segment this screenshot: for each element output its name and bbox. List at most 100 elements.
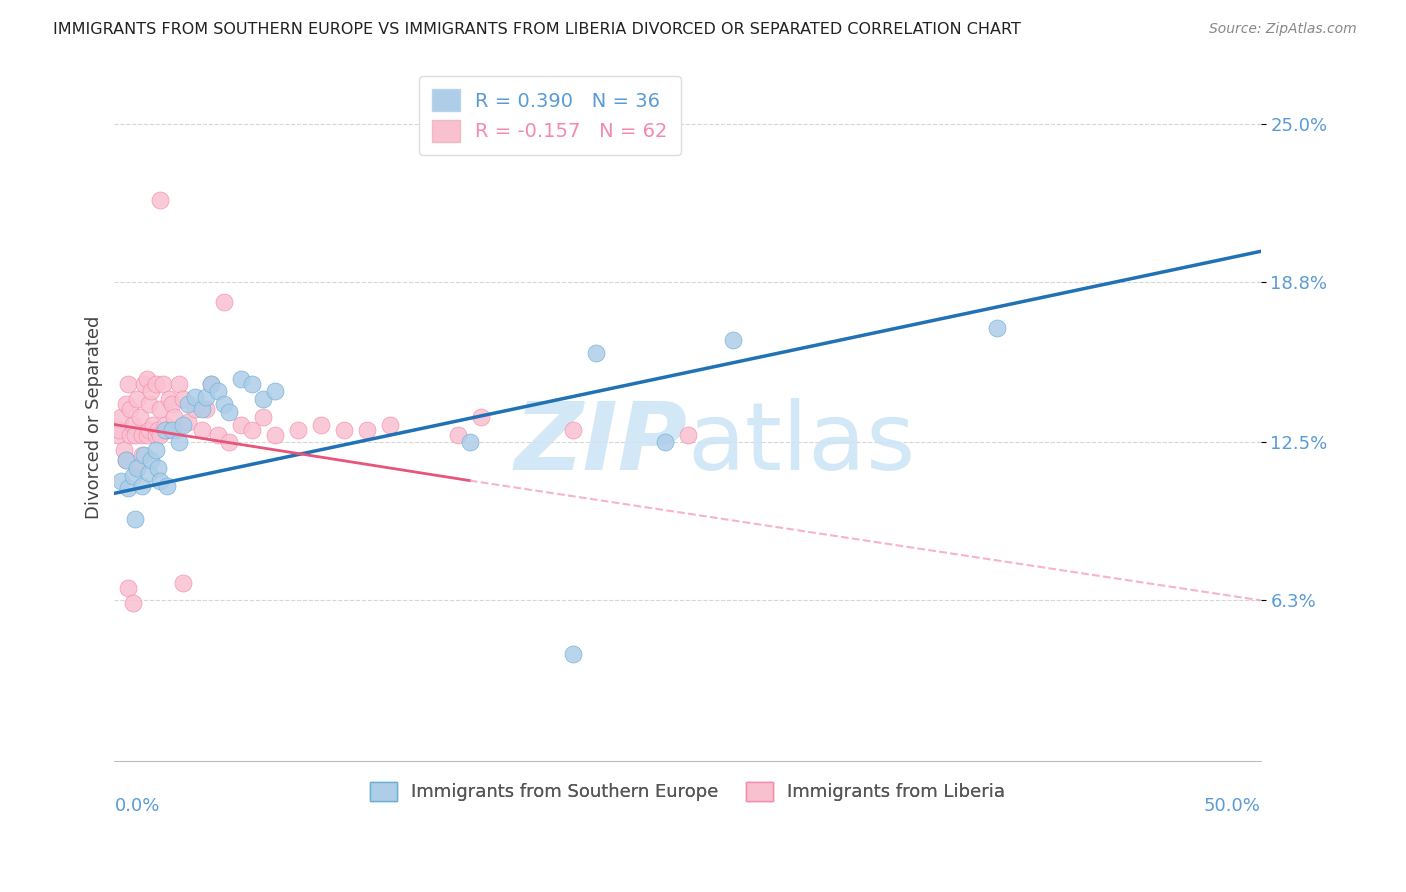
Point — [332, 423, 354, 437]
Point — [264, 384, 287, 399]
Point — [252, 409, 274, 424]
Point — [229, 417, 252, 432]
Point — [447, 427, 470, 442]
Text: ZIP: ZIP — [515, 399, 688, 491]
Point — [177, 415, 200, 429]
Point — [135, 372, 157, 386]
Point — [218, 435, 240, 450]
Point — [214, 295, 236, 310]
Point — [654, 435, 676, 450]
Point — [139, 453, 162, 467]
Point — [470, 409, 492, 424]
Point — [195, 402, 218, 417]
Point — [190, 402, 212, 417]
Point — [153, 417, 176, 432]
Point — [131, 479, 153, 493]
Point — [121, 596, 143, 610]
Point — [172, 575, 194, 590]
Text: 50.0%: 50.0% — [1204, 797, 1261, 814]
Point — [120, 427, 142, 442]
Point — [252, 392, 274, 406]
Point — [159, 392, 181, 406]
Point — [172, 417, 194, 432]
Point — [218, 405, 240, 419]
Point — [128, 409, 150, 424]
Point — [229, 372, 252, 386]
Point — [195, 390, 218, 404]
Point — [142, 417, 165, 432]
Point — [149, 402, 172, 417]
Point — [183, 402, 205, 417]
Point — [117, 481, 139, 495]
Point — [240, 423, 263, 437]
Point — [146, 461, 169, 475]
Point — [207, 384, 229, 399]
Point — [585, 346, 607, 360]
Point — [120, 402, 142, 417]
Point — [378, 417, 401, 432]
Point — [214, 397, 236, 411]
Point — [146, 423, 169, 437]
Point — [131, 427, 153, 442]
Point — [134, 448, 156, 462]
Point — [117, 581, 139, 595]
Point — [356, 423, 378, 437]
Point — [160, 423, 183, 437]
Point — [156, 479, 179, 493]
Point — [112, 443, 135, 458]
Point — [145, 443, 167, 458]
Text: IMMIGRANTS FROM SOUTHERN EUROPE VS IMMIGRANTS FROM LIBERIA DIVORCED OR SEPARATED: IMMIGRANTS FROM SOUTHERN EUROPE VS IMMIG… — [53, 22, 1021, 37]
Point — [115, 453, 138, 467]
Point — [115, 453, 138, 467]
Point — [149, 474, 172, 488]
Point — [163, 409, 186, 424]
Text: atlas: atlas — [688, 399, 915, 491]
Point — [127, 461, 149, 475]
Point — [145, 376, 167, 391]
Point — [110, 474, 132, 488]
Text: 0.0%: 0.0% — [114, 797, 160, 814]
Point — [127, 392, 149, 406]
Point — [458, 435, 481, 450]
Point — [139, 384, 162, 399]
Point — [127, 461, 149, 475]
Point — [200, 376, 222, 391]
Point — [110, 409, 132, 424]
Point — [167, 376, 190, 391]
Point — [177, 397, 200, 411]
Point — [117, 376, 139, 391]
Point — [105, 427, 128, 442]
Text: Source: ZipAtlas.com: Source: ZipAtlas.com — [1209, 22, 1357, 37]
Point — [562, 423, 585, 437]
Point — [240, 376, 263, 391]
Point — [124, 512, 146, 526]
Point — [167, 435, 190, 450]
Point — [562, 647, 585, 661]
Point — [152, 376, 174, 391]
Point — [124, 427, 146, 442]
Point — [138, 397, 160, 411]
Point — [200, 376, 222, 391]
Point — [108, 423, 131, 437]
Point — [264, 427, 287, 442]
Point — [149, 194, 172, 208]
Point — [172, 392, 194, 406]
Point — [121, 417, 143, 432]
Point — [986, 320, 1008, 334]
Point — [160, 397, 183, 411]
Point — [131, 448, 153, 462]
Point — [723, 334, 745, 348]
Point — [134, 376, 156, 391]
Legend: Immigrants from Southern Europe, Immigrants from Liberia: Immigrants from Southern Europe, Immigra… — [370, 782, 1005, 801]
Point — [115, 397, 138, 411]
Point — [138, 466, 160, 480]
Point — [676, 427, 699, 442]
Point — [165, 423, 187, 437]
Point — [156, 423, 179, 437]
Point — [153, 423, 176, 437]
Point — [145, 427, 167, 442]
Point — [207, 427, 229, 442]
Point — [149, 427, 172, 442]
Y-axis label: Divorced or Separated: Divorced or Separated — [86, 315, 103, 518]
Point — [183, 390, 205, 404]
